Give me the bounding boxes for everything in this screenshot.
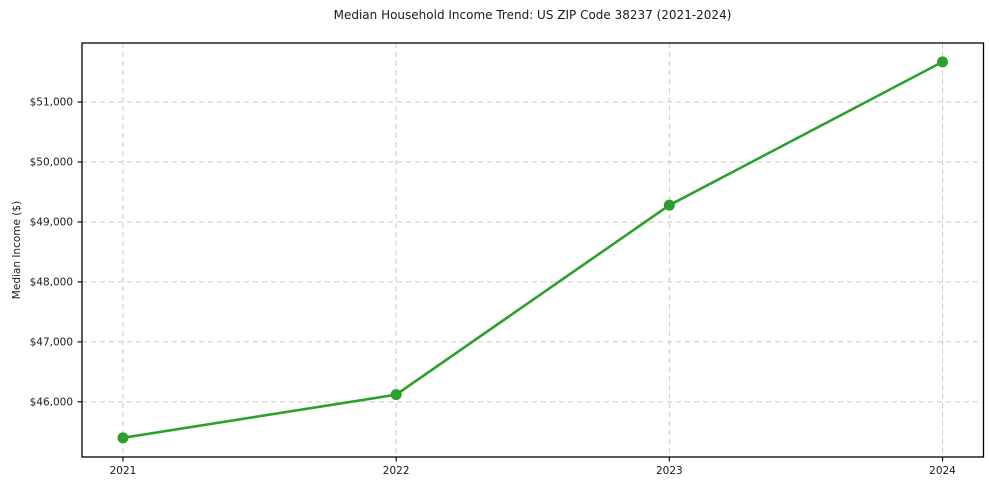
x-tick-label: 2021	[110, 465, 137, 477]
y-tick-label: $46,000	[30, 396, 73, 408]
y-tick-label: $49,000	[30, 217, 73, 229]
data-point-marker	[663, 199, 675, 211]
y-tick-label: $47,000	[30, 336, 73, 348]
y-tick-label: $48,000	[30, 277, 73, 289]
data-point-marker	[937, 56, 949, 68]
data-point-marker	[390, 389, 402, 401]
x-tick-label: 2024	[929, 465, 956, 477]
x-tick-label: 2022	[383, 465, 410, 477]
axes-spines	[81, 42, 985, 458]
data-point-marker	[117, 432, 129, 444]
y-tick-label: $50,000	[30, 157, 73, 169]
x-tick-label: 2023	[656, 465, 683, 477]
chart-title: Median Household Income Trend: US ZIP Co…	[333, 8, 732, 22]
y-tick-label: $51,000	[30, 97, 73, 109]
trend-line	[121, 60, 944, 440]
